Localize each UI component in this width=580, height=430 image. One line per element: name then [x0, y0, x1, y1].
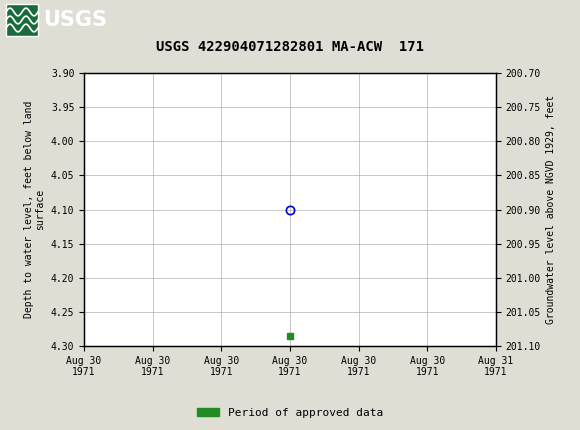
Y-axis label: Groundwater level above NGVD 1929, feet: Groundwater level above NGVD 1929, feet: [546, 95, 556, 324]
Text: USGS: USGS: [43, 10, 107, 30]
Text: USGS 422904071282801 MA-ACW  171: USGS 422904071282801 MA-ACW 171: [156, 40, 424, 54]
Bar: [6, 4, 38, 36]
Y-axis label: Depth to water level, feet below land
surface: Depth to water level, feet below land su…: [24, 101, 45, 318]
Legend: Period of approved data: Period of approved data: [193, 403, 387, 422]
